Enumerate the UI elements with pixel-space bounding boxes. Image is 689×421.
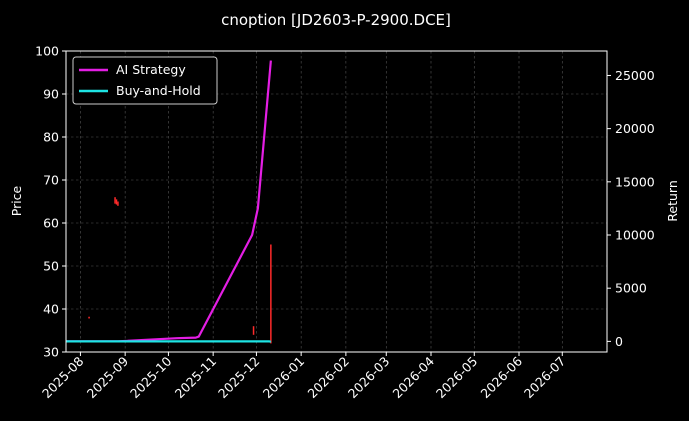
legend-label-ai-strategy: AI Strategy: [116, 62, 186, 77]
legend: AI Strategy Buy-and-Hold: [72, 56, 218, 105]
chart-title: cnoption [JD2603-P-2900.DCE]: [221, 11, 451, 29]
y2-tick-label: 5000: [615, 281, 647, 296]
y-tick-label: 100: [35, 44, 59, 59]
y2-tick-label: 10000: [615, 228, 655, 243]
price-bars-layer: [88, 197, 272, 344]
buy-and-hold-line: [66, 340, 272, 343]
legend-box: [72, 56, 218, 105]
y-tick-label: 60: [43, 216, 59, 231]
y-tick-label: 90: [43, 87, 59, 102]
y2-tick-label: 20000: [615, 121, 655, 136]
y2-axis-label: Return: [665, 180, 680, 221]
y-tick-label: 70: [43, 173, 59, 188]
y-axis-label: Price: [9, 185, 24, 216]
y-tick-label: 40: [43, 302, 59, 317]
y-tick-label: 50: [43, 259, 59, 274]
y2-tick-label: 0: [615, 334, 623, 349]
y-tick-label: 80: [43, 130, 59, 145]
y2-tick-label: 25000: [615, 68, 655, 83]
legend-label-buy-and-hold: Buy-and-Hold: [116, 83, 201, 98]
plot-frame: [65, 50, 608, 353]
y-tick-label: 30: [43, 345, 59, 360]
y2-tick-label: 15000: [615, 174, 655, 189]
series-layer: [66, 60, 272, 343]
